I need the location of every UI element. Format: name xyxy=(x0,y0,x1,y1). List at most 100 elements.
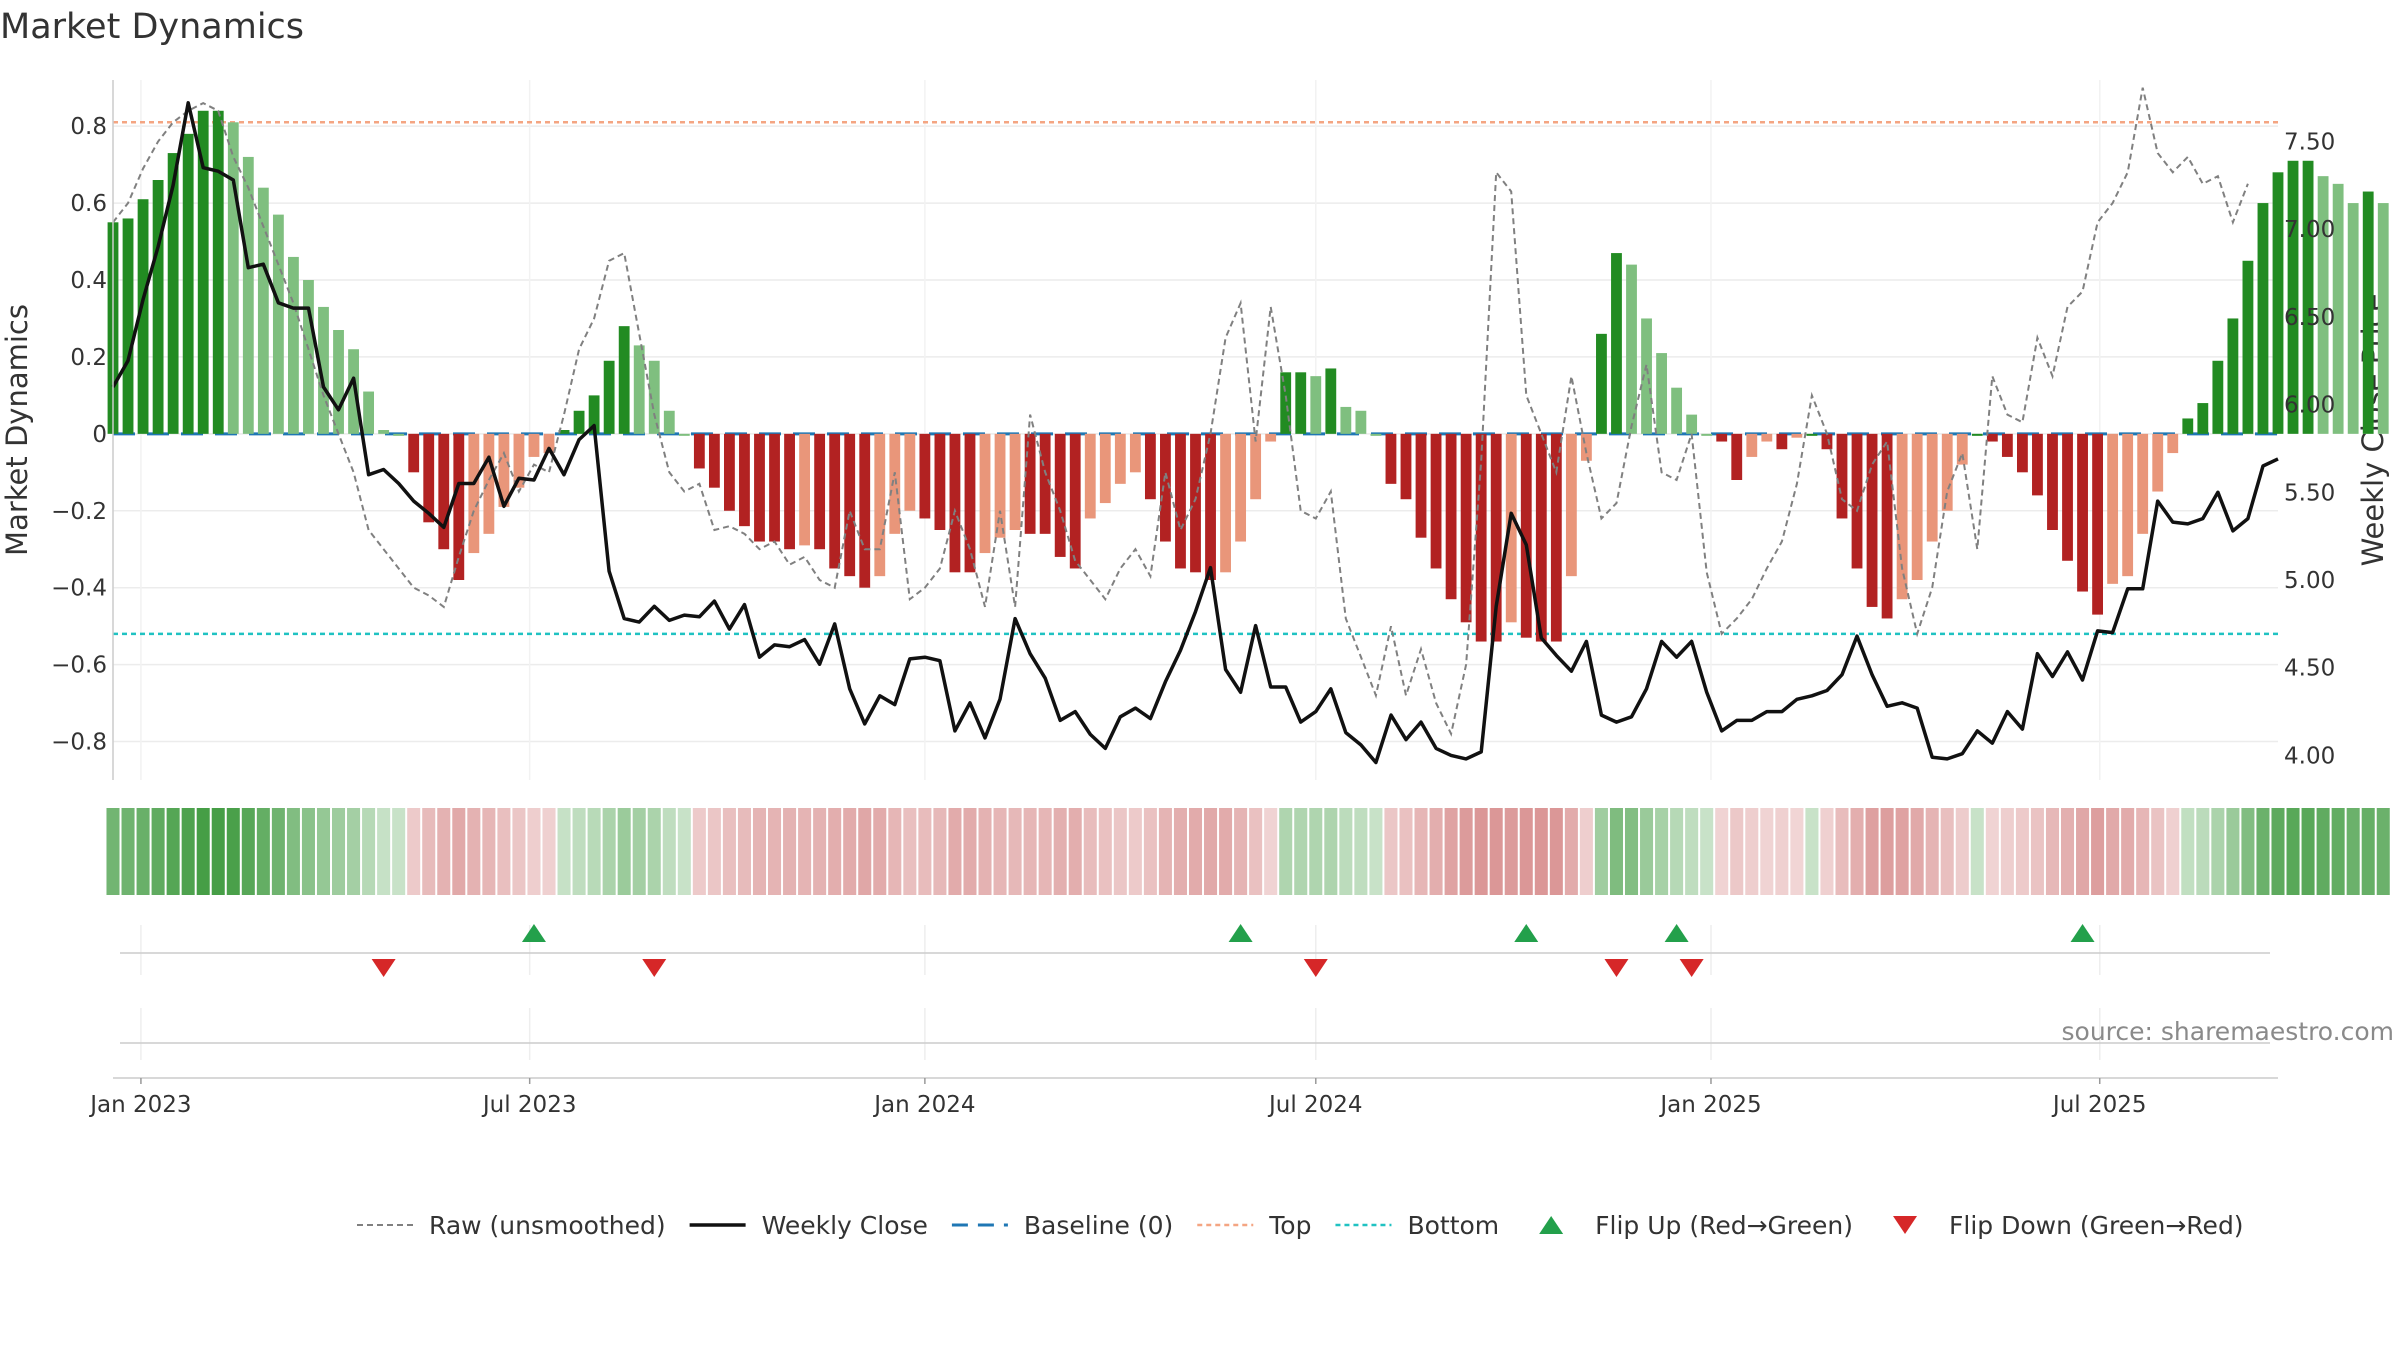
legend-item-flip_up: Flip Up (Red→Green) xyxy=(1539,1211,1853,1240)
regime-strip-cell xyxy=(963,808,977,895)
dynamics-bar xyxy=(2137,433,2149,534)
dynamics-bar xyxy=(2272,172,2284,434)
regime-strip-cell xyxy=(2226,808,2240,895)
dynamics-bar xyxy=(1686,414,1698,434)
dynamics-bar xyxy=(227,122,239,434)
dynamics-bar xyxy=(1114,433,1126,484)
regime-strip-cell xyxy=(452,808,466,895)
dynamics-bar xyxy=(303,280,314,434)
regime-strip-cell xyxy=(572,808,586,895)
regime-strip-cell xyxy=(1504,808,1518,895)
dynamics-bar xyxy=(152,180,164,434)
dynamics-bar xyxy=(1971,433,1983,436)
regime-strip-cell xyxy=(2301,808,2315,895)
x-tick-label: Jan 2024 xyxy=(872,1092,975,1118)
regime-strip-cell xyxy=(2076,808,2090,895)
dynamics-bar xyxy=(739,433,750,527)
regime-strip-cell xyxy=(347,808,361,895)
dynamics-bar xyxy=(573,410,585,434)
dynamics-bar xyxy=(1911,433,1923,580)
dynamics-bar xyxy=(1039,433,1051,534)
x-tick-label: Jan 2025 xyxy=(1658,1092,1761,1118)
legend-label: Baseline (0) xyxy=(1024,1211,1173,1240)
dynamics-bar xyxy=(2047,433,2058,530)
regime-strip-cell xyxy=(407,808,421,895)
regime-strip-cell xyxy=(1158,808,1172,895)
left-tick-label: 0.2 xyxy=(70,345,107,371)
regime-strip-cell xyxy=(226,808,240,895)
dynamics-bar xyxy=(1009,433,1021,530)
regime-strip-cell xyxy=(1204,808,1218,895)
regime-strip-cell xyxy=(1865,808,1879,895)
regime-strip-cell xyxy=(858,808,872,895)
dynamics-bar xyxy=(1370,433,1382,436)
regime-strip-cell xyxy=(482,808,496,895)
regime-strip-cell xyxy=(1970,808,1984,895)
regime-strip-cell xyxy=(211,808,225,895)
dynamics-bar xyxy=(1941,433,1953,511)
regime-strip-cell xyxy=(1324,808,1338,895)
regime-strip-cell xyxy=(1309,808,1323,895)
right-tick-label: 7.50 xyxy=(2284,129,2335,155)
regime-strip-cell xyxy=(392,808,406,895)
dynamics-bar xyxy=(2167,433,2179,454)
flip-up-marker xyxy=(1228,924,1253,942)
regime-strip-cell xyxy=(1038,808,1052,895)
dynamics-bar xyxy=(137,199,149,434)
dynamics-bar xyxy=(1866,433,1878,607)
dynamics-bar xyxy=(2347,203,2359,434)
dynamics-bar xyxy=(603,360,615,434)
flip-up-marker xyxy=(521,924,546,942)
dynamics-bar xyxy=(242,156,254,434)
regime-strip-cell xyxy=(662,808,676,895)
regime-strip-cell xyxy=(527,808,541,895)
regime-strip-cell xyxy=(1895,808,1909,895)
dynamics-bar xyxy=(1475,433,1487,642)
left-tick-label: 0.8 xyxy=(70,114,107,140)
dynamics-bar xyxy=(1851,433,1863,569)
regime-strip-cell xyxy=(151,808,165,895)
regime-strip-cell xyxy=(948,808,962,895)
regime-strip-cell xyxy=(2196,808,2210,895)
regime-strip-cell xyxy=(1835,808,1849,895)
regime-strip-cell xyxy=(1925,808,1939,895)
x-tick-label: Jan 2023 xyxy=(88,1092,191,1118)
left-tick-label: −0.6 xyxy=(51,653,107,679)
flip-down-marker xyxy=(642,959,667,977)
regime-strip-cell xyxy=(1624,808,1639,895)
dynamics-bar xyxy=(1310,376,1322,434)
dynamics-bar xyxy=(2362,191,2374,434)
right-tick-label: 7.00 xyxy=(2284,217,2335,243)
dynamics-bar xyxy=(588,395,600,434)
dynamics-bar xyxy=(2302,160,2314,434)
regime-strip-cell xyxy=(1249,808,1263,895)
dynamics-bars xyxy=(107,110,2389,642)
regime-strip-cell xyxy=(2136,808,2150,895)
dynamics-bar xyxy=(288,256,299,434)
regime-strip-cell xyxy=(737,808,751,895)
legend: Raw (unsmoothed) Weekly Close Baseline (0)… xyxy=(357,1211,2244,1240)
dynamics-bar xyxy=(859,433,871,588)
legend-item-top: Top xyxy=(1197,1211,1311,1240)
dynamics-bar xyxy=(1175,433,1186,569)
regime-strip-cell xyxy=(467,808,481,895)
regime-strip-cell xyxy=(2181,808,2195,895)
legend-item-baseline: Baseline (0) xyxy=(951,1211,1173,1240)
right-tick-label: 5.00 xyxy=(2284,568,2335,594)
dynamics-bar xyxy=(799,433,811,546)
regime-strip-cell xyxy=(903,808,917,895)
dynamics-bar xyxy=(1896,433,1908,600)
regime-strip-cell xyxy=(1339,808,1353,895)
regime-strip-cell xyxy=(752,808,767,895)
regime-strip-cell xyxy=(271,808,285,895)
axes: 0.8 0.6 0.4 0.2 0 −0.2 −0.4 −0.6 −0.8 7.50 7.00 6.5… xyxy=(51,80,2335,780)
dynamics-bar xyxy=(318,306,329,434)
dynamics-bar xyxy=(2287,160,2299,434)
dynamics-bar xyxy=(363,391,375,434)
regime-strip-cell xyxy=(1805,808,1819,895)
regime-strip-cell xyxy=(933,808,947,895)
dynamics-bar xyxy=(2257,203,2269,434)
regime-strip-cell xyxy=(1294,808,1308,895)
dynamics-bar xyxy=(1520,433,1532,638)
dynamics-bar xyxy=(272,214,284,434)
